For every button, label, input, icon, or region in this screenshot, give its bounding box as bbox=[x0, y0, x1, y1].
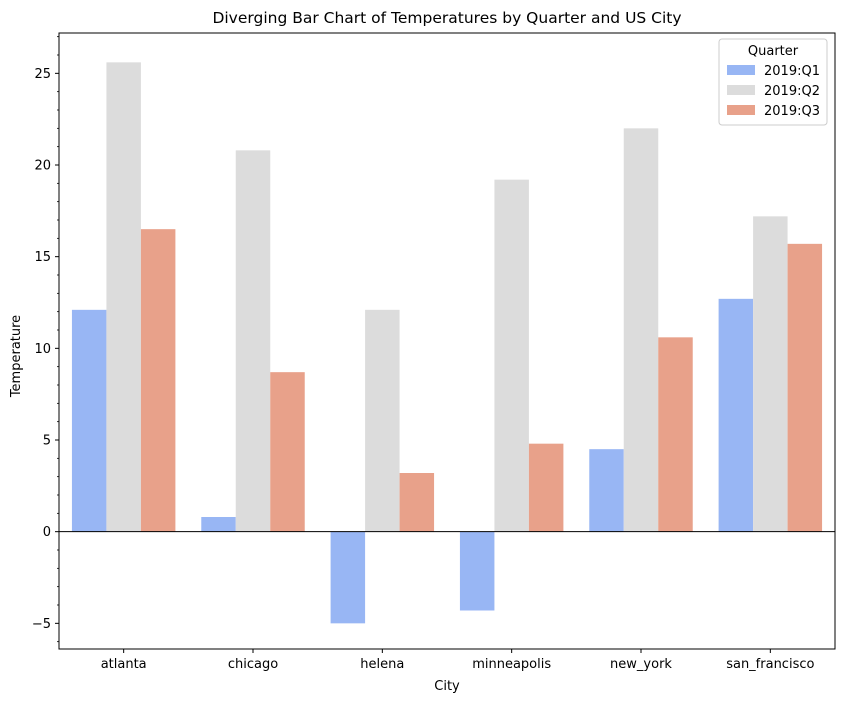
y-tick-label: 10 bbox=[34, 342, 51, 357]
legend-swatch bbox=[727, 105, 755, 115]
y-tick-label: 5 bbox=[43, 434, 51, 449]
bar-minneapolis-2019q1[interactable] bbox=[459, 531, 495, 611]
bar-helena-2019q2[interactable] bbox=[365, 309, 400, 532]
x-tick-label: new_york bbox=[610, 657, 672, 672]
y-axis: −5 0 5 10 15 20 25 bbox=[32, 36, 59, 643]
bar-minneapolis-2019q2[interactable] bbox=[494, 179, 529, 532]
y-tick-label: 20 bbox=[34, 159, 51, 174]
bar-new_york-2019q3[interactable] bbox=[658, 337, 693, 532]
bar-san_francisco-2019q2[interactable] bbox=[753, 216, 788, 532]
plot-frame bbox=[58, 32, 836, 650]
x-tick-label: minneapolis bbox=[472, 657, 551, 672]
y-tick-label: 15 bbox=[34, 250, 51, 265]
legend[interactable]: Quarter 2019:Q1 2019:Q2 2019:Q3 bbox=[718, 38, 828, 126]
legend-title: Quarter bbox=[748, 44, 799, 59]
x-axis-title: City bbox=[434, 679, 460, 694]
bar-helena-2019q1[interactable] bbox=[330, 531, 366, 624]
bar-atlanta-2019q2[interactable] bbox=[106, 62, 141, 532]
chart-title: Diverging Bar Chart of Temperatures by Q… bbox=[212, 9, 681, 27]
bar-san_francisco-2019q3[interactable] bbox=[787, 243, 823, 532]
bar-san_francisco-2019q1[interactable] bbox=[718, 298, 754, 532]
x-tick-label: atlanta bbox=[101, 657, 147, 672]
x-tick-label: helena bbox=[360, 657, 404, 672]
bar-chicago-2019q3[interactable] bbox=[270, 372, 305, 532]
legend-box bbox=[718, 38, 828, 126]
bar-chicago-2019q1[interactable] bbox=[201, 517, 236, 532]
x-tick-label: san_francisco bbox=[726, 657, 814, 672]
bar-atlanta-2019q1[interactable] bbox=[71, 309, 107, 532]
legend-swatch bbox=[727, 85, 755, 95]
legend-label[interactable]: 2019:Q1 bbox=[764, 64, 820, 79]
legend-label[interactable]: 2019:Q3 bbox=[764, 104, 820, 119]
bar-chicago-2019q2[interactable] bbox=[235, 150, 271, 532]
y-tick-label: 25 bbox=[34, 67, 51, 82]
x-tick-label: chicago bbox=[228, 657, 278, 672]
bar-atlanta-2019q3[interactable] bbox=[140, 229, 176, 532]
y-tick-label: −5 bbox=[32, 617, 51, 632]
bar-new_york-2019q1[interactable] bbox=[589, 449, 624, 532]
legend-swatch bbox=[727, 65, 755, 75]
bar-helena-2019q3[interactable] bbox=[399, 473, 435, 532]
bars-group bbox=[71, 62, 823, 624]
x-axis: atlanta chicago helena minneapolis new_york s… bbox=[101, 649, 814, 672]
bar-new_york-2019q2[interactable] bbox=[623, 128, 659, 532]
y-axis-title: Temperature bbox=[9, 315, 24, 398]
y-tick-label: 0 bbox=[43, 525, 51, 540]
bar-minneapolis-2019q3[interactable] bbox=[528, 443, 564, 532]
legend-label[interactable]: 2019:Q2 bbox=[764, 84, 820, 99]
